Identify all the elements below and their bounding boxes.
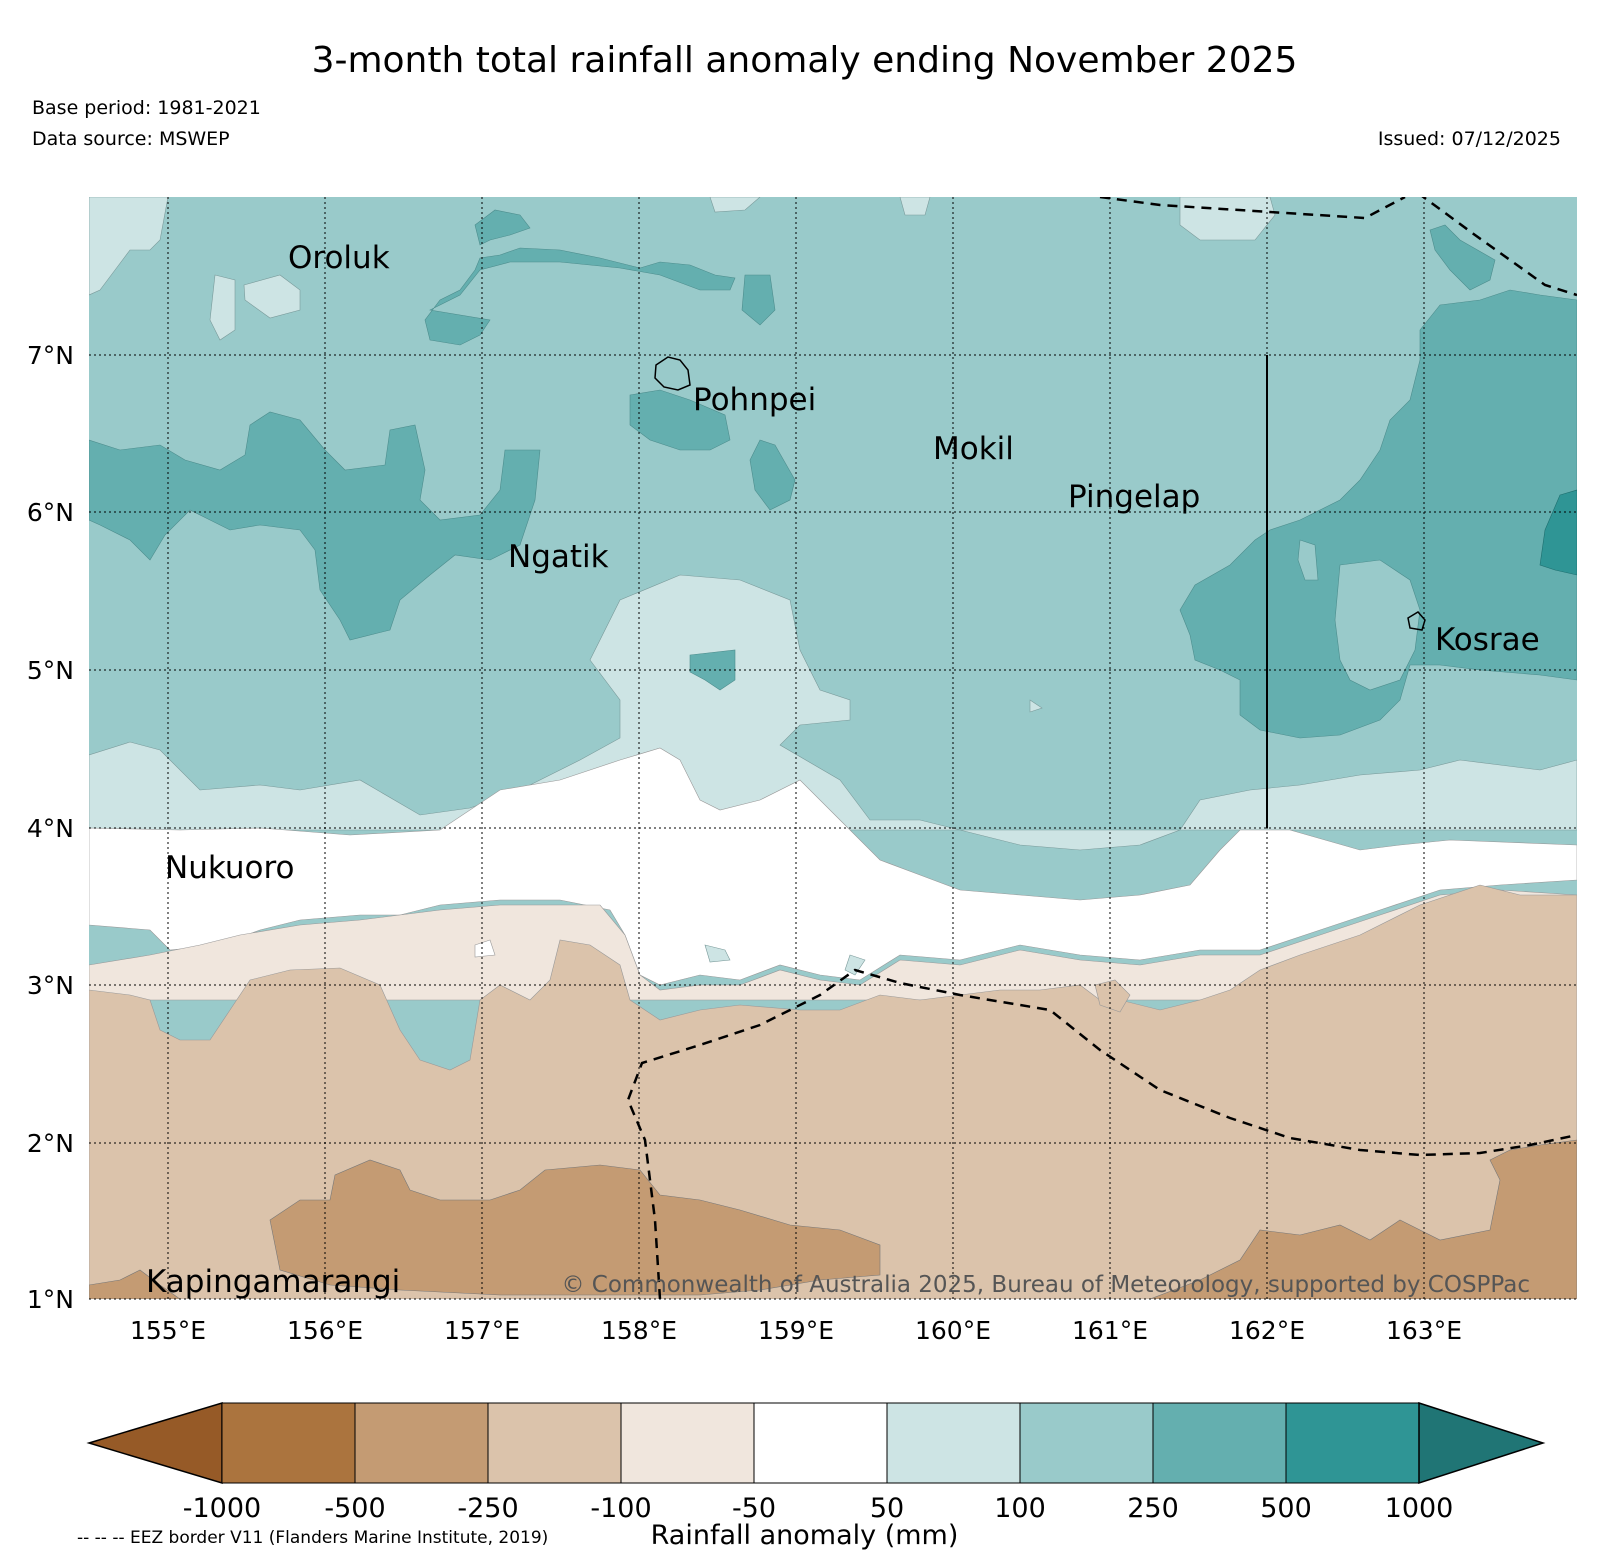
colorbar-tick-label: -1000 [183,1493,261,1524]
colorbar-extend-high [1418,1401,1546,1485]
band-50-100-small [704,699,1043,976]
band-250-500-north [424,247,736,346]
colorbar-segment [1152,1402,1287,1484]
lon-label: 161°E [1072,1316,1148,1345]
band-neg100-neg50-small [474,939,496,958]
band-250-500-east [1179,224,1577,739]
colorbar-segment [354,1402,489,1484]
colorbar-segment [1285,1402,1420,1484]
band-250-500-oroluk [474,209,531,246]
colorbar-tick-label: 100 [994,1493,1046,1524]
place-label-pingelap: Pingelap [1068,479,1200,515]
band-neg100-neg50 [89,889,1577,1001]
band-100-250-kosrae [1297,539,1421,691]
base-period: Base period: 1981-2021 [32,97,261,119]
lon-label: 158°E [601,1316,677,1345]
longitude-labels: 155°E 156°E 157°E 158°E 159°E 160°E 161°… [130,1316,1462,1345]
lon-label: 156°E [287,1316,363,1345]
map-title: 3-month total rainfall anomaly ending No… [311,40,1298,81]
place-label-oroluk: Oroluk [288,240,390,276]
data-source: Data source: MSWEP [32,128,230,150]
colorbar-tick-label: -250 [457,1493,518,1524]
colorbar-segment [886,1402,1021,1484]
lon-label: 163°E [1386,1316,1462,1345]
band-250-500-patch [689,274,796,691]
issued-date: Issued: 07/12/2025 [1377,128,1561,150]
place-label-ngatik: Ngatik [508,539,609,575]
band-neg50-50 [89,747,1577,986]
colorbar-tick-label: -50 [732,1493,776,1524]
colorbar-tick-label: 250 [1127,1493,1179,1524]
colorbar-segment [620,1402,755,1484]
band-neg250-neg100 [89,884,1577,1299]
colorbar-tick-label: 1000 [1385,1493,1454,1524]
place-label-nukuoro: Nukuoro [165,850,294,886]
copyright-text: © Commonwealth of Australia 2025, Bureau… [561,1272,1530,1298]
band-neg500-neg250-west [89,1269,181,1299]
band-250-500-west [89,411,541,641]
lon-label: 155°E [130,1316,206,1345]
colorbar-segment [753,1402,888,1484]
band-500-1000 [1539,489,1577,576]
latitude-labels: 7°N 6°N 5°N 4°N 3°N 2°N 1°N [27,341,74,1314]
place-label-kosrae: Kosrae [1435,622,1540,658]
colorbar-segment [1019,1402,1154,1484]
place-label-mokil: Mokil [933,431,1014,467]
band-neg500-neg250-east [1149,1139,1577,1299]
anomaly-shading [89,197,1577,1299]
lat-label: 7°N [27,341,74,370]
eez-border [626,197,1577,1299]
colorbar-tick-label: 500 [1260,1493,1312,1524]
colorbar-extend-low [86,1401,223,1485]
lat-label: 3°N [27,971,74,1000]
lat-label: 1°N [27,1285,74,1314]
lat-label: 2°N [27,1129,74,1158]
eez-note: -- -- -- EEZ border V11 (Flanders Marine… [77,1528,549,1548]
lon-label: 157°E [444,1316,520,1345]
lon-label: 160°E [915,1316,991,1345]
colorbar-tick-label: 50 [870,1493,904,1524]
lat-label: 4°N [27,814,74,843]
kosrae-outline-icon [1407,611,1426,631]
lon-label: 162°E [1229,1316,1305,1345]
place-labels: Oroluk Pohnpei Mokil Pingelap Ngatik Kos… [146,240,1540,1300]
colorbar-tick-label: -100 [590,1493,651,1524]
place-label-pohnpei: Pohnpei [693,382,816,418]
band-50-100 [89,574,1577,851]
colorbar-title: Rainfall anomaly (mm) [650,1520,959,1551]
band-neg500-neg250 [269,1159,881,1296]
colorbar: -1000 -500 -250 -100 -50 50 100 250 500 1000 [86,1401,1546,1524]
lon-label: 159°E [758,1316,834,1345]
lat-label: 6°N [27,498,74,527]
place-label-kapingamarangi: Kapingamarangi [146,1264,400,1300]
colorbar-segment [221,1402,356,1484]
band-50-100-north [89,197,1276,341]
band-250-500-pohnpei [629,389,731,451]
pohnpei-outline-icon [654,356,691,391]
colorbar-tick-label: -500 [324,1493,385,1524]
lat-label: 5°N [27,656,74,685]
colorbar-segment [487,1402,622,1484]
band-neg250-neg100-small [1094,979,1131,1013]
